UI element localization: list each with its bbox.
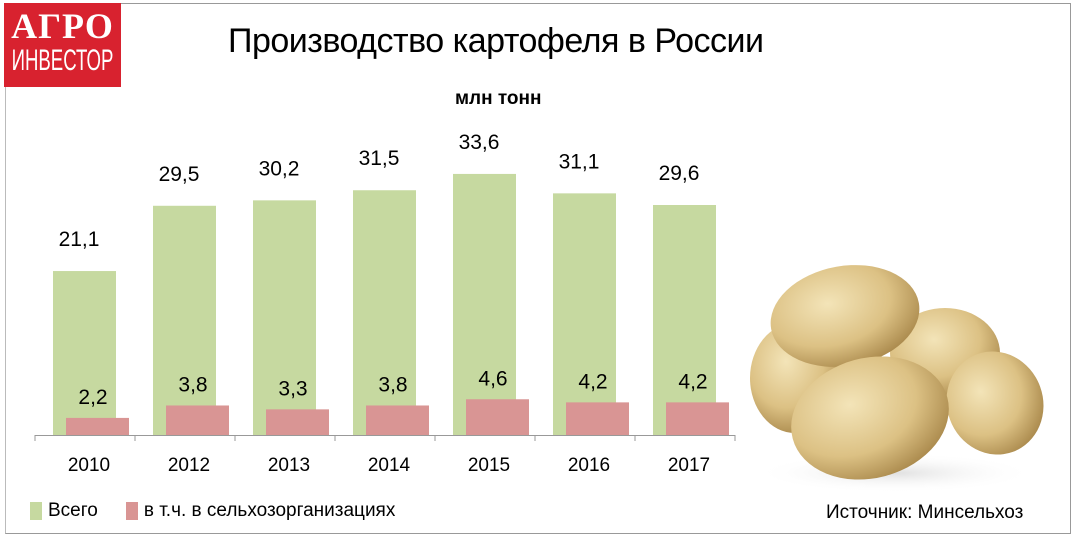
bar-agri	[566, 402, 629, 435]
legend: Всего в т.ч. в сельхозорганизациях	[30, 500, 395, 522]
x-tick-label: 2016	[568, 455, 610, 476]
data-label-total: 29,6	[659, 162, 700, 185]
logo-line2: ИНВЕСТОР	[11, 44, 114, 77]
legend-swatch-total	[30, 502, 42, 520]
x-tick-label: 2013	[268, 455, 310, 476]
frame	[5, 3, 1071, 534]
data-label-total: 29,5	[159, 163, 200, 186]
bar-total	[153, 205, 216, 435]
bar-chart: 21,1 2,2 2010 29,5 3,8 2012 30,2 3,3 2013 31,5 3,8…	[34, 131, 736, 476]
data-label-agri: 3,8	[178, 373, 207, 396]
logo-line1: АГРО	[11, 6, 114, 46]
bar-total	[253, 200, 316, 435]
data-label-agri: 4,2	[678, 370, 707, 393]
bar-total	[553, 193, 616, 435]
bar-agri	[166, 405, 229, 435]
bar-total	[353, 190, 416, 435]
bar-agri	[266, 409, 329, 435]
bar-agri	[666, 402, 729, 435]
source-note: Источник: Минсельхоз	[826, 502, 1024, 523]
agroinvestor-logo: АГРО ИНВЕСТОР	[4, 3, 121, 87]
legend-label-total: Всего	[48, 500, 98, 521]
data-label-total: 21,1	[59, 228, 100, 251]
chart-title: Производство картофеля в России	[228, 22, 764, 60]
legend-label-agri: в т.ч. в сельхозорганизациях	[143, 500, 396, 521]
data-label-agri: 4,6	[478, 367, 507, 390]
x-tick-label: 2014	[368, 455, 411, 476]
data-label-total: 30,2	[259, 157, 300, 180]
bar-total	[653, 205, 716, 435]
unit-label: млн тонн	[455, 88, 542, 109]
data-label-agri: 4,2	[578, 370, 607, 393]
x-tick-label: 2017	[668, 455, 710, 476]
bar-agri	[66, 417, 129, 435]
bar-total	[53, 271, 116, 435]
data-label-total: 33,6	[459, 131, 500, 154]
x-tick-label: 2015	[468, 455, 510, 476]
data-label-agri: 3,8	[378, 373, 407, 396]
data-label-total: 31,1	[559, 150, 600, 173]
bar-agri	[466, 399, 529, 435]
data-label-agri: 3,3	[278, 377, 307, 400]
bar-agri	[366, 405, 429, 435]
bar-total	[453, 173, 516, 436]
potatoes-image	[750, 265, 1044, 493]
legend-swatch-agri	[125, 502, 138, 520]
x-tick-label: 2010	[68, 455, 110, 476]
x-tick-label: 2012	[168, 455, 210, 476]
data-label-total: 31,5	[359, 147, 400, 170]
data-label-agri: 2,2	[78, 386, 107, 409]
